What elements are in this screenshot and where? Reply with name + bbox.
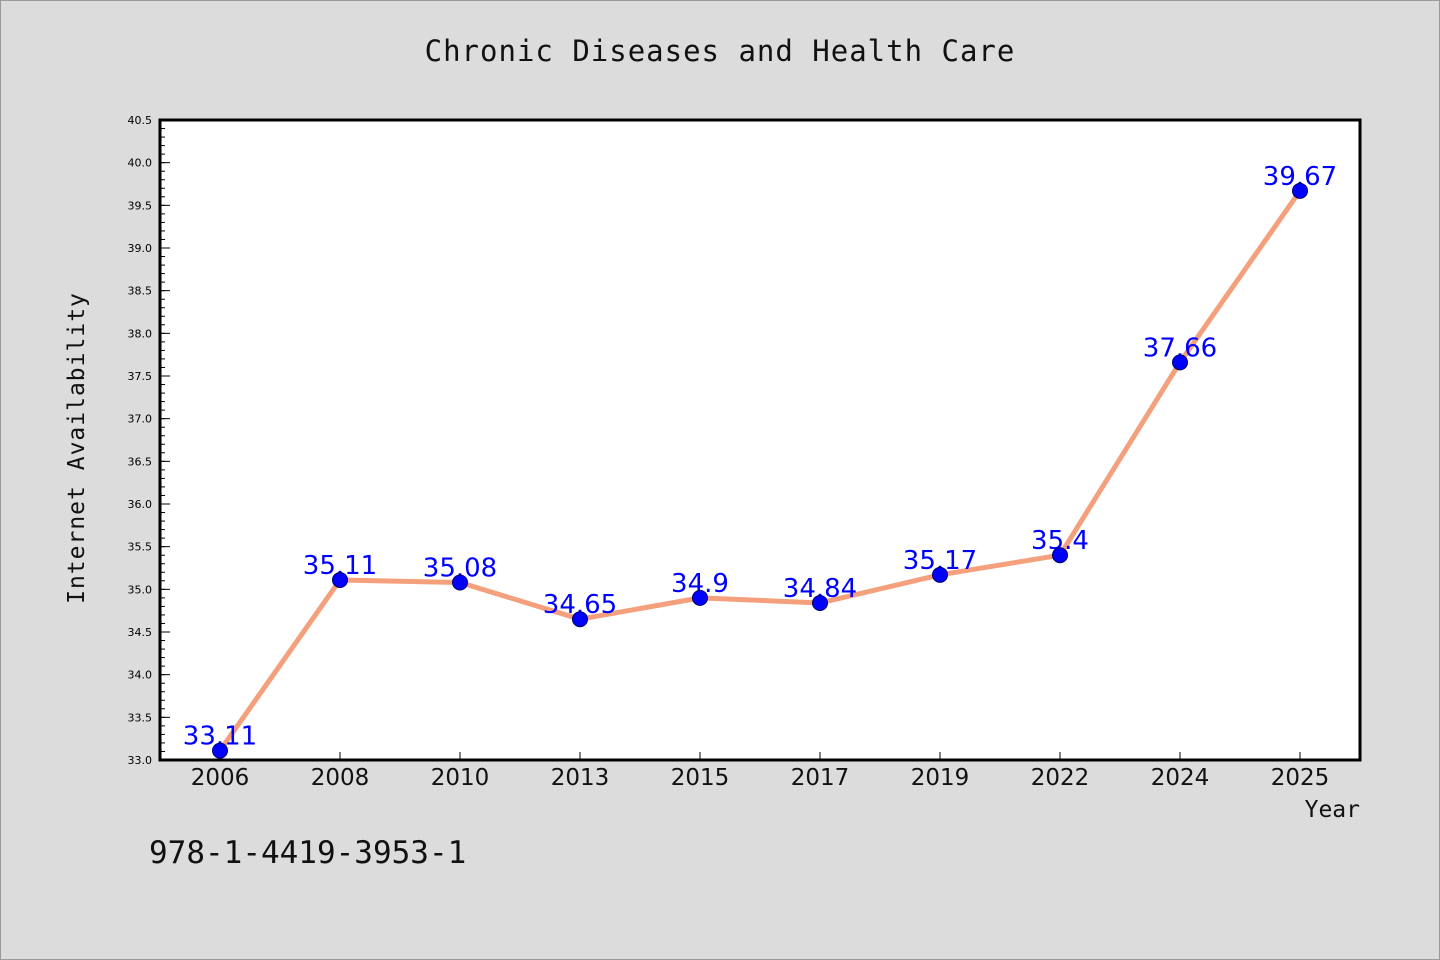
chart-title: Chronic Diseases and Health Care [424, 34, 1016, 68]
data-point [932, 566, 948, 583]
data-point [332, 571, 348, 588]
y-tick-label: 33.5 [128, 711, 153, 724]
y-tick-label: 37.0 [128, 413, 153, 426]
data-point [1292, 182, 1308, 199]
y-tick-label: 34.0 [128, 669, 153, 682]
y-tick-label: 37.5 [128, 370, 153, 383]
x-tick-label: 2019 [911, 765, 970, 791]
x-tick-label: 2015 [671, 765, 730, 791]
data-point [1052, 547, 1068, 564]
y-tick-label: 39.5 [128, 199, 153, 212]
data-point [452, 574, 468, 591]
data-point [692, 589, 708, 606]
data-point [812, 594, 828, 611]
plot-frame [158, 118, 1362, 762]
x-tick-label: 2024 [1151, 765, 1210, 791]
x-axis-label: Year [1304, 797, 1360, 823]
y-tick-label: 35.0 [128, 583, 153, 596]
y-tick-label: 40.5 [128, 114, 153, 127]
y-tick-label: 34.5 [128, 626, 153, 639]
y-tick-label: 38.5 [128, 285, 153, 298]
y-tick-label: 33.0 [128, 754, 153, 767]
x-tick-label: 2017 [791, 765, 850, 791]
y-tick-label: 35.5 [128, 541, 153, 554]
data-point [212, 742, 228, 759]
isbn-text: 978-1-4419-3953-1 [149, 835, 467, 871]
y-tick-label: 40.0 [128, 157, 153, 170]
x-tick-label: 2013 [551, 765, 610, 791]
data-point [572, 611, 588, 628]
y-tick-label: 36.5 [128, 455, 153, 468]
x-tick-label: 2010 [431, 765, 490, 791]
y-tick-label: 39.0 [128, 242, 153, 255]
x-tick-label: 2022 [1031, 765, 1090, 791]
y-tick-label: 36.0 [128, 498, 153, 511]
x-tick-label: 2008 [311, 765, 370, 791]
y-tick-label: 38.0 [128, 327, 153, 340]
x-tick-label: 2025 [1271, 765, 1330, 791]
x-tick-label: 2006 [191, 765, 250, 791]
data-point [1172, 354, 1188, 371]
plot-area [160, 120, 1360, 760]
series-line [217, 189, 1303, 753]
